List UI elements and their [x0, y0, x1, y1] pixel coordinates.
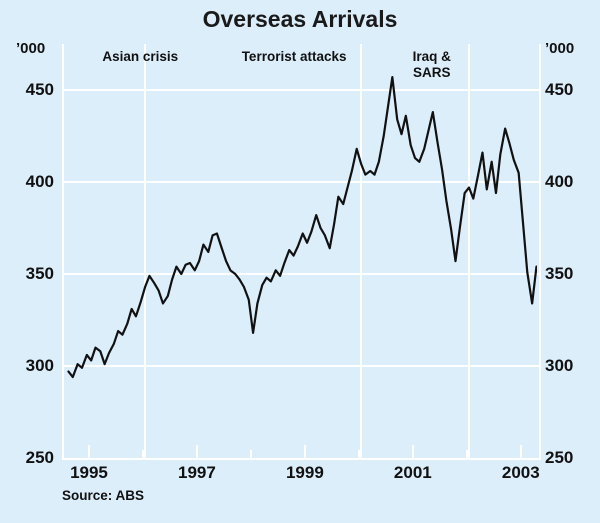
x-axis-tick-label: 2001	[393, 463, 432, 482]
y-axis-tick-label: 450	[545, 80, 574, 99]
chart-annotation: Asian crisis	[102, 48, 179, 64]
gridline-horizontal	[64, 273, 539, 275]
y-axis-tick-label: 300	[25, 356, 54, 375]
y-axis-tick-label: 300	[545, 356, 574, 375]
plot-area	[62, 44, 541, 460]
y-axis-tick-label: 250	[25, 448, 54, 467]
gridline-horizontal	[64, 89, 539, 91]
series-overseas-arrivals	[67, 76, 537, 379]
y-axis-tick-label: 400	[25, 172, 54, 191]
y-axis-tick-label: 350	[25, 264, 54, 283]
gridline-horizontal	[64, 181, 539, 183]
y-axis-unit-left: ’000	[16, 40, 46, 57]
x-axis-tick	[411, 445, 414, 458]
x-axis-tick	[303, 445, 306, 458]
source-note: Source: ABS	[62, 488, 145, 503]
x-axis-tick-label: 1997	[178, 463, 216, 482]
chart-title: Overseas Arrivals	[202, 6, 398, 32]
gridline-vertical	[143, 44, 146, 458]
x-axis-tick	[195, 445, 198, 458]
chart-annotation: Terrorist attacks	[241, 48, 347, 64]
x-axis-tick	[141, 450, 144, 458]
y-axis-tick-label: 400	[545, 172, 574, 191]
x-axis-tick	[249, 450, 252, 458]
chart-annotation: Iraq & SARS	[412, 48, 451, 80]
x-axis-tick	[465, 450, 468, 458]
y-axis-unit-right: ’000	[545, 40, 575, 57]
x-axis-tick	[357, 450, 360, 458]
x-axis-tick-label: 1995	[70, 463, 108, 482]
x-axis-tick-label: 1999	[285, 463, 324, 482]
y-axis-tick-label: 350	[545, 264, 574, 283]
x-axis-tick	[87, 445, 90, 458]
y-axis-tick-label: 250	[545, 448, 574, 467]
x-axis-tick-label: 2003	[501, 463, 540, 482]
y-axis-tick-label: 450	[25, 80, 54, 99]
gridline-horizontal	[64, 365, 539, 367]
gridline-vertical	[359, 44, 362, 458]
x-axis-tick	[519, 445, 522, 458]
series-line	[67, 76, 537, 379]
gridline-vertical	[467, 44, 470, 458]
